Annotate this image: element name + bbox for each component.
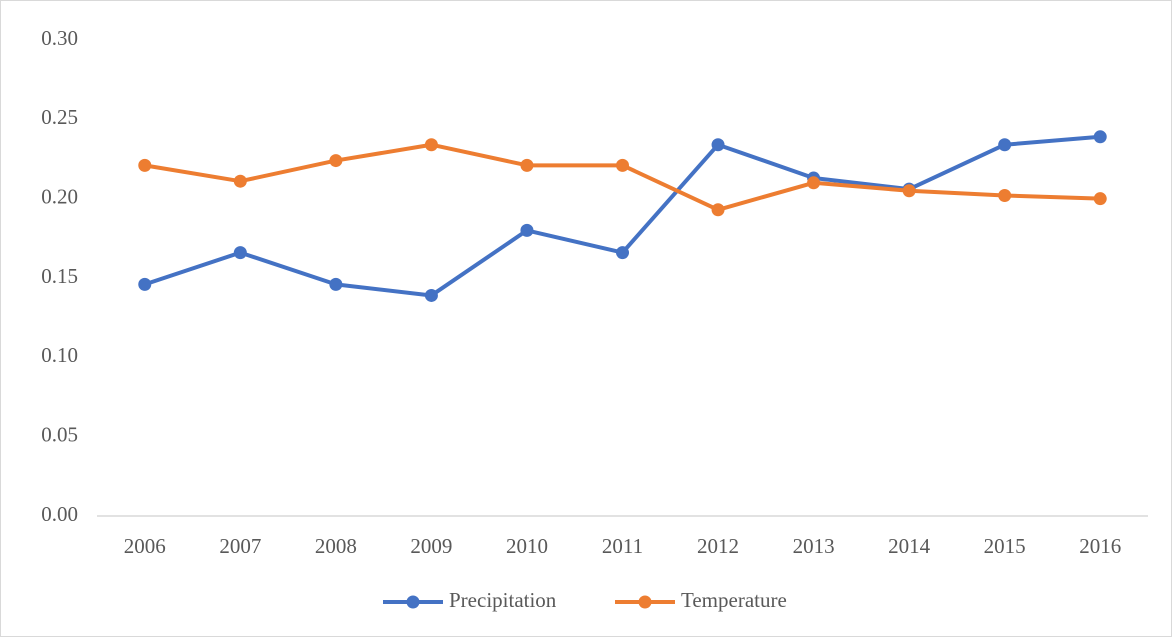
data-point [711,138,725,152]
x-tick-label: 2010 [506,534,548,558]
data-point [233,174,247,188]
x-tick-label: 2012 [697,534,739,558]
data-point [138,158,152,172]
data-point [520,158,534,172]
y-tick-label: 0.30 [41,26,78,50]
data-point [807,176,821,190]
x-tick-label: 2015 [984,534,1026,558]
y-tick-label: 0.20 [41,184,78,208]
x-tick-label: 2011 [602,534,643,558]
data-point [329,277,343,291]
legend-label: Temperature [681,588,787,612]
data-point [138,277,152,291]
x-tick-label: 2016 [1079,534,1121,558]
data-point [616,246,629,260]
legend-marker [406,595,420,609]
x-tick-label: 2007 [219,534,261,558]
y-tick-label: 0.25 [41,105,78,129]
data-point [711,203,725,217]
y-tick-label: 0.05 [41,422,78,446]
x-tick-label: 2014 [888,534,931,558]
data-point [902,184,916,198]
data-point [520,223,534,237]
x-tick-label: 2008 [315,534,357,558]
y-tick-label: 0.15 [41,264,78,288]
y-tick-label: 0.00 [41,502,78,526]
data-point [424,138,438,152]
data-point [424,288,438,302]
legend-label: Precipitation [449,588,557,612]
data-point [233,246,247,260]
data-point [1093,192,1107,206]
data-point [1093,130,1107,144]
x-tick-label: 2013 [793,534,835,558]
data-point [998,138,1012,152]
data-point [616,158,629,172]
x-tick-label: 2009 [410,534,452,558]
y-tick-label: 0.10 [41,343,78,367]
legend-marker [638,595,652,609]
data-point [329,154,343,168]
data-point [998,188,1012,202]
x-tick-label: 2006 [124,534,166,558]
